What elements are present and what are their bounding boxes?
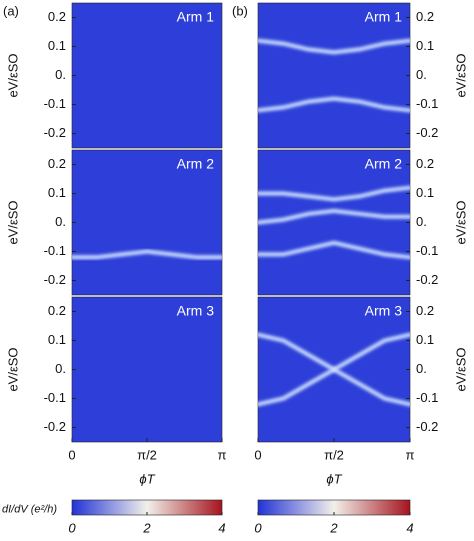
x-tick-label: π	[218, 447, 227, 462]
y-tick-label: 0.	[416, 361, 427, 376]
y-tick-label: 0.2	[48, 303, 66, 318]
y-tick-label: -0.1	[416, 390, 438, 405]
conductance-peak	[258, 185, 410, 202]
y-axis-label: eV/εSO	[5, 347, 20, 391]
y-tick-label: 0.	[416, 67, 427, 82]
conductance-peak	[258, 208, 410, 225]
y-tick-label: 0.1	[48, 332, 66, 347]
panel-title: Arm 2	[365, 156, 403, 172]
colorbar-tick-label: 0	[68, 520, 76, 535]
x-tick-label: π/2	[137, 447, 157, 462]
y-axis-label: eV/εSO	[453, 347, 468, 391]
x-tick-label: 0	[254, 447, 261, 462]
colorbar-tick-label: 2	[329, 520, 338, 535]
y-tick-label: 0.1	[48, 38, 66, 53]
colorbar-label: dI/dV (e²/h)	[2, 503, 57, 515]
y-tick-label: 0.2	[48, 156, 66, 171]
panel-title: Arm 1	[365, 9, 403, 25]
y-tick-label: 0.	[55, 67, 66, 82]
y-tick-label: -0.1	[416, 96, 438, 111]
y-tick-label: 0.1	[416, 332, 434, 347]
panel-title: Arm 1	[177, 9, 215, 25]
y-tick-label: 0.2	[416, 9, 434, 24]
y-tick-label: -0.1	[416, 243, 438, 258]
panel-title: Arm 3	[177, 303, 215, 319]
y-tick-label: -0.1	[44, 96, 66, 111]
y-tick-label: 0.1	[416, 38, 434, 53]
curves	[72, 38, 222, 113]
panel-title: Arm 2	[177, 156, 215, 172]
y-tick-label: -0.2	[416, 125, 438, 140]
y-tick-label: 0.1	[48, 185, 66, 200]
x-tick-label: π	[406, 447, 415, 462]
panel-label: (a)	[3, 3, 19, 18]
x-axis-label: ϕT	[139, 471, 155, 486]
y-tick-label: -0.2	[44, 125, 66, 140]
curves	[258, 185, 410, 260]
x-axis-label: ϕT	[326, 471, 342, 486]
conductance-peak	[258, 240, 410, 260]
panel-label: (b)	[232, 3, 248, 18]
curves	[72, 185, 222, 260]
y-tick-label: -0.2	[44, 272, 66, 287]
y-tick-label: -0.2	[416, 272, 438, 287]
x-tick-label: 0	[68, 447, 75, 462]
curves	[258, 38, 410, 113]
conductance-peak	[258, 38, 410, 55]
colorbar-tick-label: 0	[254, 520, 262, 535]
conductance-peak	[72, 249, 222, 260]
y-tick-label: -0.2	[44, 419, 66, 434]
curves	[72, 332, 222, 407]
panel-title: Arm 3	[365, 303, 403, 319]
y-tick-label: -0.1	[44, 390, 66, 405]
y-axis-label: eV/εSO	[5, 200, 20, 244]
y-tick-label: 0.	[55, 361, 66, 376]
y-tick-label: -0.2	[416, 419, 438, 434]
colorbar-tick-label: 4	[218, 520, 225, 535]
y-tick-label: 0.	[416, 214, 427, 229]
y-tick-label: 0.2	[416, 303, 434, 318]
y-axis-label: eV/εSO	[453, 53, 468, 97]
y-tick-label: -0.1	[44, 243, 66, 258]
conductance-peak	[258, 96, 410, 113]
y-tick-label: 0.	[55, 214, 66, 229]
y-tick-label: 0.2	[416, 156, 434, 171]
y-axis-label: eV/εSO	[5, 53, 20, 97]
x-tick-label: π/2	[324, 447, 344, 462]
panel-background	[257, 149, 411, 296]
y-tick-label: 0.2	[48, 9, 66, 24]
colorbar-tick-label: 2	[142, 520, 151, 535]
curves	[258, 332, 410, 407]
y-axis-label: eV/εSO	[453, 200, 468, 244]
colorbar-tick-label: 4	[406, 520, 413, 535]
y-tick-label: 0.1	[416, 185, 434, 200]
